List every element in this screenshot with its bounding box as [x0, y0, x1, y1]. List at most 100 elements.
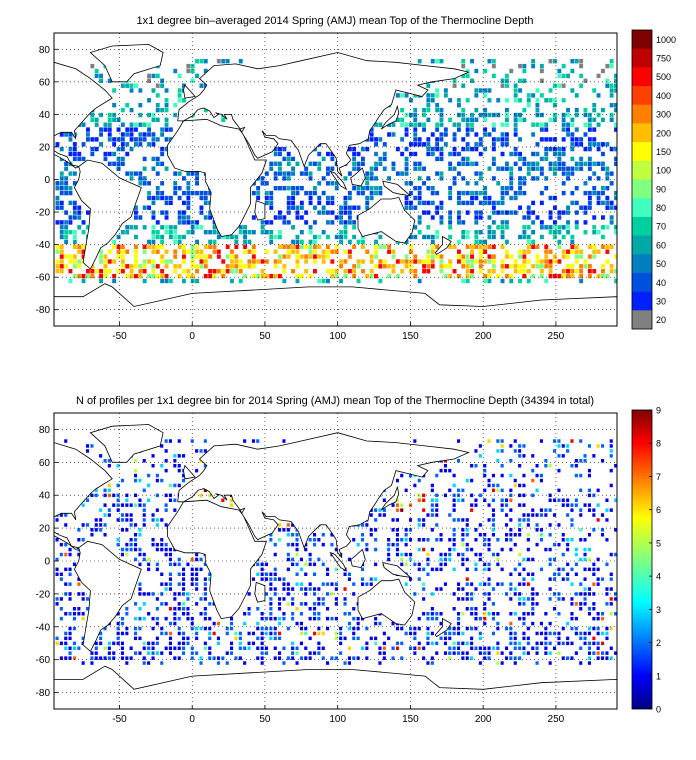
count-bin — [387, 557, 391, 562]
count-bin — [72, 612, 76, 616]
depth-bin — [291, 166, 295, 171]
count-bin — [400, 656, 404, 660]
depth-bin — [212, 230, 217, 235]
depth-bin — [500, 186, 505, 191]
depth-bin — [142, 122, 147, 127]
depth-bin — [125, 127, 130, 132]
depth-bin — [487, 269, 492, 274]
depth-bin — [142, 225, 147, 230]
x-tick-label: 150 — [402, 331, 419, 342]
depth-bin — [465, 230, 470, 235]
count-bin — [548, 523, 552, 527]
depth-bin — [570, 273, 575, 279]
depth-bin — [505, 264, 509, 269]
count-bin — [361, 567, 365, 572]
depth-bin — [601, 161, 605, 166]
depth-bin — [347, 205, 352, 210]
count-bin — [182, 636, 186, 641]
depth-bin — [443, 88, 448, 93]
count-bin — [570, 656, 574, 660]
count-bin — [321, 631, 325, 636]
depth-bin — [609, 93, 614, 98]
count-bin — [155, 621, 159, 626]
depth-bin — [208, 215, 213, 220]
depth-bin — [566, 220, 570, 225]
depth-bin — [535, 151, 540, 157]
depth-bin — [566, 166, 570, 171]
count-bin — [531, 468, 535, 473]
count-bin — [81, 616, 85, 621]
count-bin — [278, 607, 282, 611]
count-bin — [522, 582, 526, 586]
depth-bin — [500, 234, 505, 240]
count-bin — [557, 567, 561, 572]
depth-bin — [461, 117, 466, 122]
count-bin — [474, 562, 478, 567]
depth-bin — [142, 264, 147, 269]
count-bin — [609, 552, 613, 557]
count-bin — [470, 503, 474, 507]
depth-bin — [208, 230, 213, 235]
count-bin — [99, 523, 103, 527]
land-eurasia — [177, 52, 470, 177]
land-madagascar — [254, 200, 266, 221]
depth-bin — [535, 166, 540, 171]
count-bin — [203, 646, 207, 650]
depth-bin — [134, 122, 138, 127]
depth-bin — [99, 259, 103, 264]
depth-bin — [216, 59, 221, 64]
count-bin — [470, 464, 474, 468]
depth-bin — [347, 215, 352, 220]
depth-bin — [400, 151, 405, 157]
count-bin — [243, 661, 247, 665]
depth-bin — [461, 234, 466, 240]
depth-bin — [64, 166, 69, 171]
depth-bin — [81, 249, 86, 254]
depth-bin — [304, 269, 309, 274]
depth-bin — [369, 269, 374, 274]
depth-bin — [509, 254, 514, 259]
colorbar-label: 90 — [656, 184, 666, 194]
count-bin — [55, 641, 59, 646]
depth-bin — [557, 210, 562, 215]
count-bin — [168, 651, 172, 655]
depth-bin — [365, 249, 370, 254]
count-bin — [295, 646, 299, 650]
depth-bin — [164, 117, 169, 122]
depth-bin — [491, 63, 496, 69]
count-bin — [570, 612, 574, 616]
count-bin — [317, 631, 321, 636]
count-bin — [177, 464, 181, 468]
count-bin — [90, 528, 94, 532]
depth-bin — [465, 278, 470, 284]
depth-bin — [465, 98, 470, 103]
depth-bin — [570, 117, 575, 122]
depth-bin — [592, 107, 597, 113]
depth-bin — [548, 88, 553, 93]
depth-bin — [561, 161, 566, 166]
count-bin — [273, 567, 277, 572]
depth-bin — [116, 249, 121, 254]
count-bin — [120, 547, 124, 552]
depth-bin — [151, 234, 156, 240]
depth-bin — [548, 273, 553, 279]
count-bin — [334, 597, 338, 601]
depth-bin — [138, 132, 143, 137]
count-bin — [238, 631, 242, 636]
y-tick-label: -40 — [36, 622, 51, 633]
count-bin — [129, 646, 133, 650]
depth-bin — [491, 269, 496, 274]
depth-bin — [195, 239, 199, 245]
count-bin — [518, 493, 522, 498]
depth-bin — [155, 171, 160, 176]
depth-bin — [435, 103, 440, 108]
count-bin — [509, 626, 513, 631]
count-bin — [90, 533, 94, 537]
depth-bin — [177, 93, 182, 98]
count-bin — [251, 577, 255, 581]
depth-bin — [378, 161, 383, 166]
depth-bin — [147, 122, 151, 127]
count-bin — [491, 523, 495, 527]
count-bin — [361, 523, 365, 527]
count-bin — [548, 533, 552, 537]
